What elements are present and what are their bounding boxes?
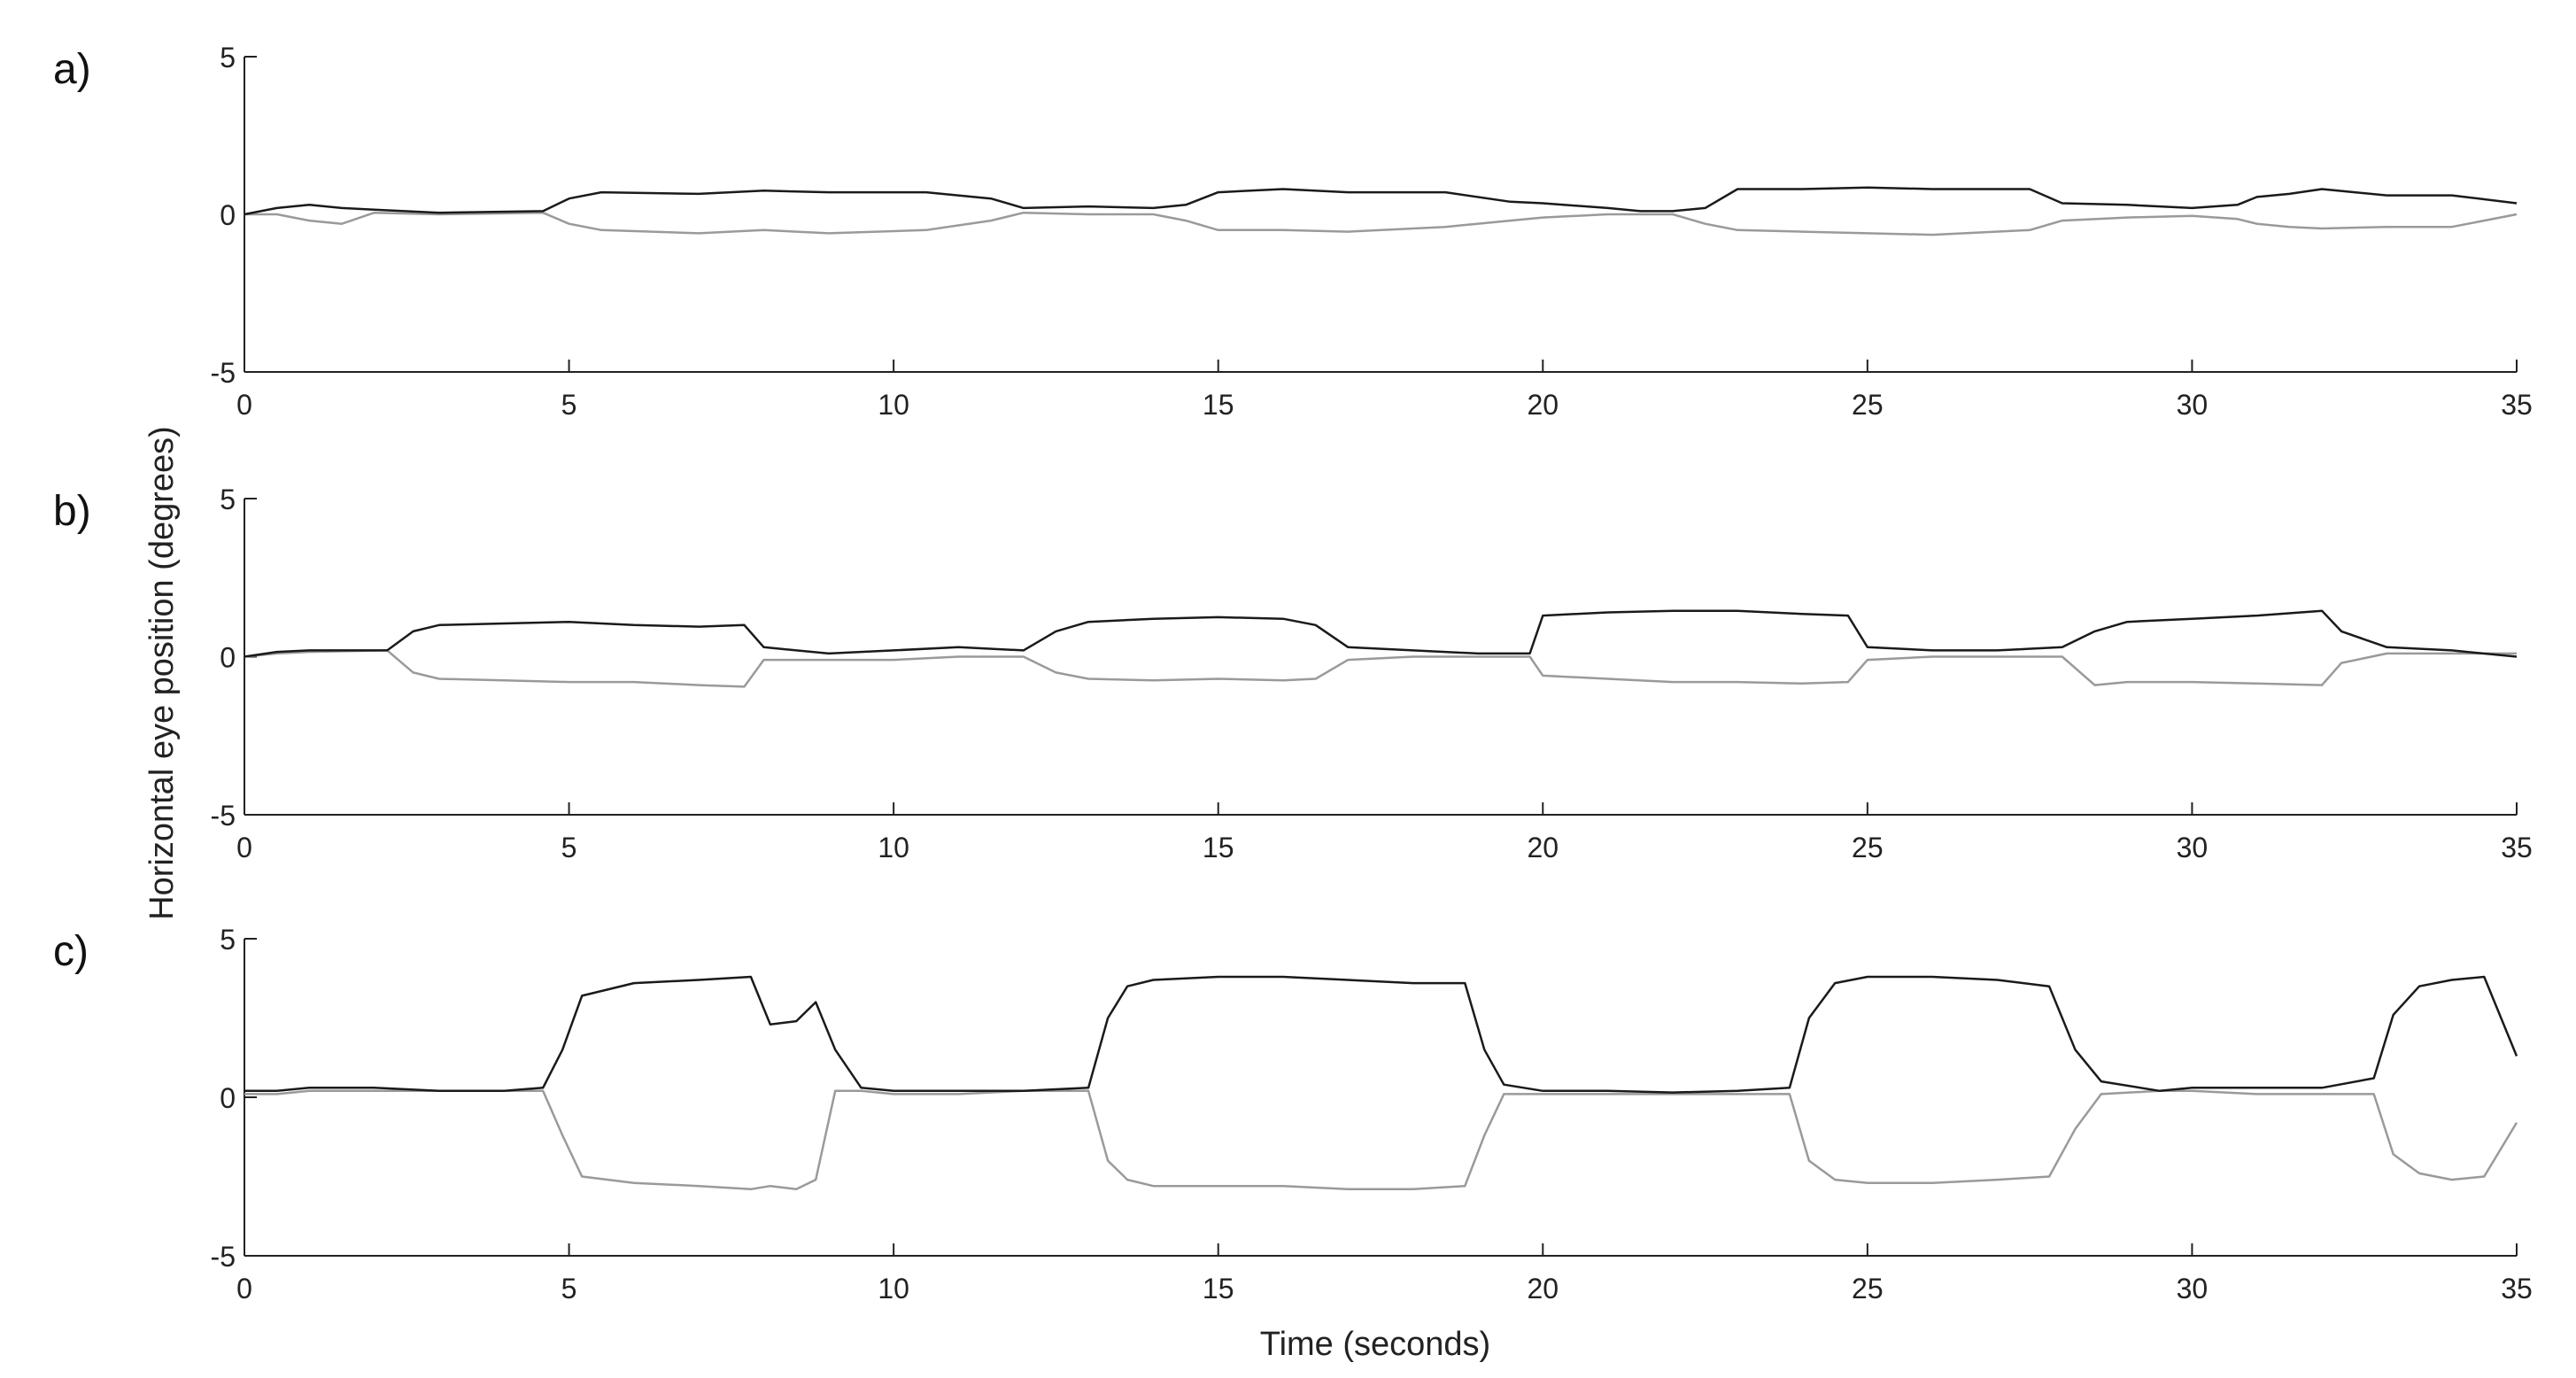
x-tick-label: 30: [2177, 1273, 2209, 1304]
y-tick-label: 5: [220, 42, 236, 74]
series-line-light: [244, 649, 2517, 688]
x-tick-label: 35: [2501, 1273, 2533, 1304]
x-tick-label: 35: [2501, 389, 2533, 421]
series-line-dark: [244, 975, 2518, 1094]
y-tick-label: 0: [220, 199, 236, 231]
series-line-light: [244, 1089, 2518, 1191]
x-tick-label: 20: [1527, 1273, 1559, 1304]
x-tick-label: 25: [1852, 1273, 1884, 1304]
series-line-dark: [244, 609, 2518, 658]
x-tick-label: 0: [236, 389, 252, 421]
x-tick-label: 5: [561, 1273, 577, 1304]
x-tick-label: 10: [878, 1273, 909, 1304]
x-tick-label: 15: [1203, 832, 1234, 863]
x-tick-label: 5: [561, 832, 577, 863]
x-tick-label: 20: [1527, 832, 1559, 863]
panel-label: a): [53, 46, 91, 93]
x-tick-label: 10: [878, 389, 909, 421]
y-tick-label: 0: [220, 1082, 236, 1114]
x-tick-label: 20: [1527, 389, 1559, 421]
x-tick-label: 30: [2177, 832, 2209, 863]
y-tick-label: 0: [220, 642, 236, 674]
panel-label: c): [53, 928, 89, 975]
y-tick-label: -5: [211, 800, 236, 832]
x-tick-label: 0: [236, 1273, 252, 1304]
x-tick-label: 25: [1852, 832, 1884, 863]
panel-label: b): [53, 488, 91, 535]
y-tick-label: 5: [220, 924, 236, 956]
series-line-light: [244, 211, 2518, 236]
y-tick-label: -5: [211, 1241, 236, 1273]
x-tick-label: 30: [2177, 389, 2209, 421]
x-tick-label: 15: [1203, 1273, 1234, 1304]
y-tick-label: 5: [220, 484, 236, 515]
y-axis-title: Horizontal eye position (degrees): [143, 426, 181, 920]
series-line-dark: [244, 186, 2518, 216]
x-tick-label: 5: [561, 389, 577, 421]
y-tick-label: -5: [211, 357, 236, 389]
x-tick-label: 10: [878, 832, 909, 863]
x-tick-label: 35: [2501, 832, 2533, 863]
x-tick-label: 0: [236, 832, 252, 863]
x-tick-label: 15: [1203, 389, 1234, 421]
x-tick-label: 25: [1852, 389, 1884, 421]
x-axis-title: Time (seconds): [1260, 1326, 1490, 1363]
